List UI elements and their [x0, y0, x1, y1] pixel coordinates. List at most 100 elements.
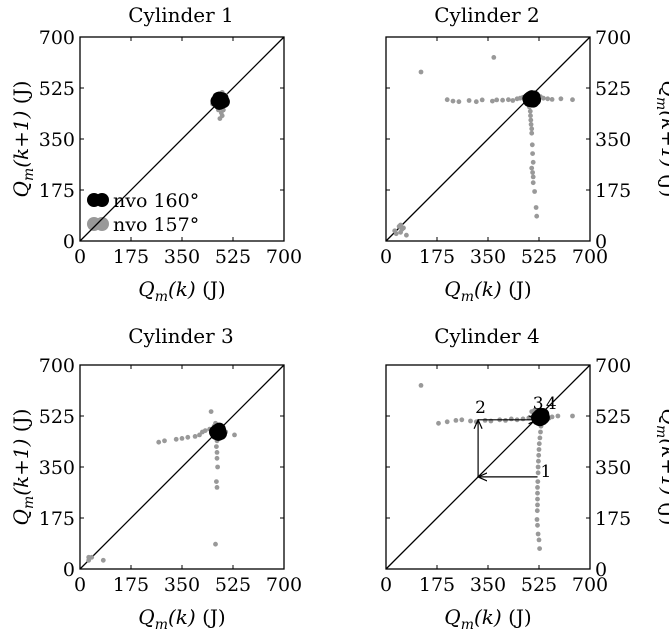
x-tick-label: 175: [113, 574, 149, 596]
data-point: [479, 97, 485, 103]
data-point: [213, 541, 218, 547]
panel-cylinder-3: Cylinder 3: [128, 324, 234, 348]
x-tick-label: 0: [74, 574, 86, 596]
x-axis-label: Qm(k) (J): [444, 605, 531, 633]
data-point: [528, 122, 534, 127]
data-point: [418, 69, 424, 75]
data-point: [89, 554, 95, 560]
data-point: [197, 432, 202, 438]
data-point: [535, 531, 541, 537]
data-point: [529, 126, 535, 132]
data-point: [173, 436, 179, 442]
plot-3: 0 175 350 525 700 0 175 350 525 700 Qm(k) (J) Qm(k+…: [9, 355, 302, 633]
data-point: [482, 418, 488, 423]
data-point: [535, 464, 541, 470]
identity-line: [79, 36, 285, 242]
series-0: [392, 55, 575, 238]
y-tick-label: 700: [595, 355, 631, 377]
data-point: [529, 165, 535, 171]
data-point: [490, 98, 495, 104]
data-point: [530, 159, 536, 165]
data-point: [179, 436, 185, 441]
x-tick-label: 0: [74, 246, 86, 268]
data-point: [162, 438, 167, 444]
data-point: [393, 231, 399, 237]
y-tick-label: 525: [595, 78, 631, 100]
arrows: [478, 420, 537, 477]
data-point: [532, 189, 537, 194]
x-tick-label: 0: [380, 574, 392, 596]
x-tick-label: 175: [419, 246, 455, 268]
x-tick-label: 700: [572, 246, 608, 268]
data-point: [529, 130, 535, 136]
x-tick-label: 525: [215, 574, 251, 596]
plot-1: 0 175 350 525 700 0 175 350 525 700 Qm(k) (J) Qm(k+…: [9, 27, 302, 305]
data-point: [156, 439, 162, 445]
y-tick-label: 0: [63, 231, 75, 253]
data-point: [215, 464, 221, 470]
y-axis-label: Qm(k+1) (J): [9, 81, 37, 198]
y-tick-label: 350: [39, 129, 75, 151]
data-point: [530, 174, 536, 180]
data-point: [208, 409, 214, 414]
x-tick-label: 525: [521, 574, 557, 596]
y-axis-label: Qm(k+1) (J): [9, 409, 37, 526]
data-point: [506, 97, 511, 103]
data-point: [520, 416, 526, 422]
legend-marker-nvo-160: [95, 193, 109, 207]
data-point: [216, 95, 230, 109]
annotations: 1 2 3 4: [475, 394, 557, 482]
data-point: [536, 447, 542, 452]
legend-label-nvo-157: nvo 157°: [113, 214, 199, 236]
panel-title: Cylinder 4: [434, 324, 540, 348]
data-point: [100, 557, 106, 563]
data-point: [549, 97, 555, 102]
data-point: [527, 90, 541, 104]
data-point: [536, 458, 541, 464]
data-point: [534, 517, 540, 522]
panel-cylinder-4: Cylinder 4: [434, 324, 540, 348]
y-tick-label: 700: [39, 27, 75, 49]
x-tick-label: 525: [521, 246, 557, 268]
x-tick-label: 525: [215, 246, 251, 268]
data-point: [558, 96, 564, 102]
series-1: [531, 408, 550, 427]
data-point: [535, 490, 540, 496]
x-axis-label: Qm(k) (J): [138, 605, 225, 633]
y-tick-label: 525: [39, 406, 75, 428]
y-tick-label: 175: [595, 508, 631, 530]
data-point: [468, 418, 473, 424]
data-point: [533, 205, 539, 210]
data-point: [404, 232, 409, 238]
x-tick-label: 700: [266, 574, 302, 596]
data-point: [530, 180, 536, 186]
data-point: [538, 429, 543, 435]
identity-line: [385, 36, 591, 242]
legend-marker-nvo-157: [95, 217, 109, 231]
data-point: [214, 479, 219, 484]
data-point: [214, 444, 219, 449]
data-point: [500, 97, 505, 103]
data-point: [491, 55, 497, 60]
data-point: [212, 422, 226, 436]
data-point: [541, 95, 546, 101]
y-tick-label: 0: [63, 559, 75, 581]
data-point: [418, 383, 424, 388]
legend-label-nvo-160: nvo 160°: [113, 190, 199, 212]
identity-line: [79, 364, 285, 570]
y-tick-label: 175: [39, 180, 75, 202]
data-point: [494, 97, 500, 103]
data-point: [530, 151, 535, 157]
x-tick-label: 700: [266, 246, 302, 268]
data-point: [536, 441, 542, 447]
data-point: [185, 434, 191, 440]
data-point: [536, 452, 542, 458]
data-point: [214, 485, 220, 490]
series-1: [210, 91, 230, 110]
data-point: [537, 435, 543, 441]
data-point: [528, 117, 534, 123]
x-tick-label: 350: [164, 574, 200, 596]
data-point: [528, 113, 533, 119]
